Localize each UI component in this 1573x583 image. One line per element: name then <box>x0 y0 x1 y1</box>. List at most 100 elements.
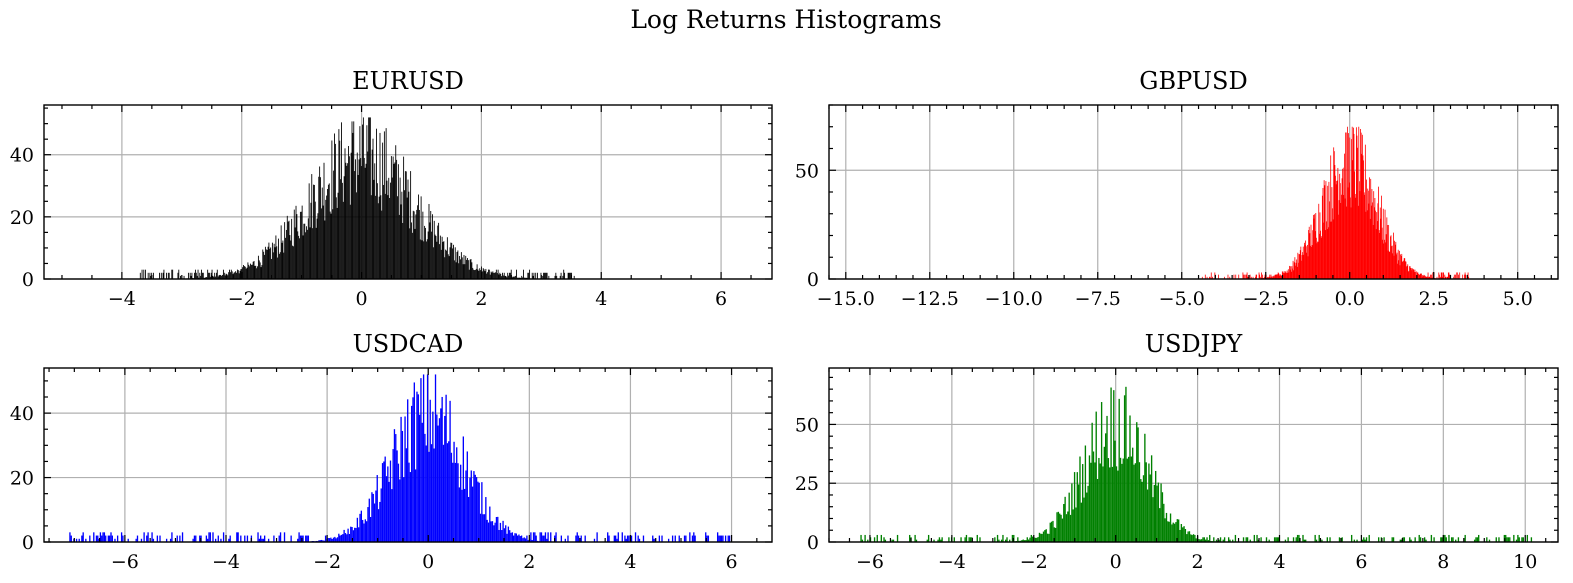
histogram-bar <box>1165 512 1168 542</box>
histogram-bar <box>421 240 423 279</box>
histogram-bar <box>634 532 637 542</box>
histogram-bar <box>311 174 313 279</box>
histogram-bar <box>351 527 353 542</box>
subplot-title: USDJPY <box>1145 330 1244 358</box>
histogram-bar <box>1188 531 1191 542</box>
histogram-bar <box>297 231 299 279</box>
histogram-bar <box>576 532 578 542</box>
histogram-bar <box>873 537 876 542</box>
histogram-bar <box>215 276 216 279</box>
histogram-bar <box>330 537 332 542</box>
histogram-bar <box>1403 260 1404 279</box>
histogram-bar <box>458 487 461 542</box>
histogram-bar <box>258 538 261 542</box>
histogram-bar <box>1421 276 1423 279</box>
histogram-bar <box>339 535 341 542</box>
histogram-bar <box>432 214 433 279</box>
histogram-bar <box>1061 518 1064 542</box>
histogram-bar <box>1361 153 1363 279</box>
histogram-bar <box>493 525 495 542</box>
histogram-bar <box>404 171 406 279</box>
histogram-bar <box>355 192 357 279</box>
histogram-bar <box>1349 137 1351 279</box>
histogram-bar <box>1530 537 1533 542</box>
histogram-bar <box>498 274 500 279</box>
histogram-bar <box>1260 537 1262 542</box>
histogram-bar <box>470 470 472 542</box>
histogram-bar <box>1378 186 1379 279</box>
histogram-bar <box>528 272 530 279</box>
histogram-bar <box>251 264 253 279</box>
histogram-bar <box>1242 272 1244 279</box>
histogram-bar <box>279 532 282 542</box>
histogram-bar <box>1346 132 1348 279</box>
histogram-bar <box>271 258 272 279</box>
histogram-bar <box>235 271 237 279</box>
histogram-bar <box>462 264 464 279</box>
histogram-bar <box>1268 277 1269 279</box>
histogram-bar <box>302 235 304 279</box>
histogram-bar <box>171 532 173 542</box>
histogram-bar <box>1268 539 1270 542</box>
histogram-bar <box>1268 276 1270 279</box>
histogram-bar <box>529 269 531 279</box>
histogram-bar <box>1423 537 1426 542</box>
histogram-bar <box>1441 276 1443 279</box>
histogram-bar <box>1025 540 1027 542</box>
histogram-bar <box>1318 534 1320 542</box>
histogram-bar <box>411 405 413 542</box>
histogram-bar <box>1104 433 1107 542</box>
histogram-bar <box>1326 537 1328 542</box>
y-tick-label: 0 <box>22 532 34 554</box>
histogram-bar <box>352 530 355 542</box>
histogram-bar <box>342 534 344 542</box>
histogram-bar <box>543 272 545 279</box>
histogram-bar <box>1317 241 1319 279</box>
histogram-bar <box>467 260 469 279</box>
histogram-bar <box>388 481 390 542</box>
histogram-bar <box>378 196 380 279</box>
histogram-bar <box>360 158 362 279</box>
histogram-bar <box>1272 277 1274 279</box>
histogram-bar <box>302 535 304 542</box>
histogram-bar <box>385 476 388 542</box>
histogram-bar <box>1462 274 1464 279</box>
histogram-bar <box>1432 272 1434 279</box>
histogram-bar <box>199 535 201 542</box>
histogram-bar <box>336 207 338 279</box>
histogram-bar <box>1262 274 1264 279</box>
histogram-bar <box>461 257 463 279</box>
histogram-bar <box>1160 483 1162 542</box>
histogram-bar <box>1207 540 1210 542</box>
histogram-bar <box>1410 539 1412 542</box>
histogram-bar <box>1400 256 1402 279</box>
histogram-bar <box>308 183 310 279</box>
histogram-bar <box>1385 234 1387 279</box>
histogram-bar <box>1396 252 1398 279</box>
histogram-bar <box>1464 272 1466 279</box>
histogram-bar <box>1272 275 1274 279</box>
histogram-bar <box>933 539 935 542</box>
histogram-bar <box>567 272 569 279</box>
histogram-bar <box>343 176 345 279</box>
histogram-bar <box>1059 513 1061 542</box>
histogram-bar <box>474 270 475 279</box>
histogram-bar <box>433 220 435 279</box>
histogram-bar <box>1359 191 1361 279</box>
histogram-bar <box>1201 276 1203 279</box>
histogram-bar <box>299 535 302 542</box>
histogram-bar <box>322 540 324 542</box>
histogram-bar <box>892 539 895 542</box>
histogram-bar <box>1278 273 1280 279</box>
histogram-bar <box>477 481 479 542</box>
histogram-bar <box>1353 133 1355 279</box>
histogram-bar <box>335 538 337 542</box>
histogram-bar <box>216 269 218 279</box>
plot-frame <box>828 367 1559 543</box>
histogram-bar <box>521 275 523 279</box>
histogram-bar <box>1388 224 1390 279</box>
histogram-bar <box>535 535 537 542</box>
histogram-bar <box>214 538 217 542</box>
histogram-bar <box>499 522 502 542</box>
histogram-bar <box>334 143 336 279</box>
